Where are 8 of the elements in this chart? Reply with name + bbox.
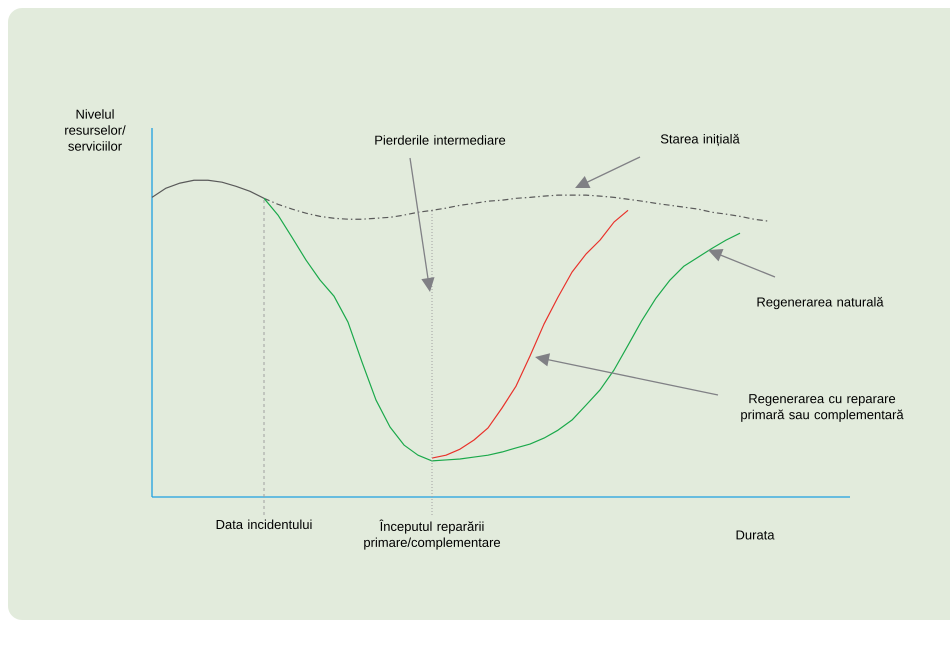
annotation: Regenerarea naturală [757,296,884,310]
x-tick-label: Data incidentului [216,520,312,530]
text: Starea inițială [660,134,740,146]
x-axis-title: Durata [736,530,775,540]
annotation: Regenerarea cu reparare primară sau complementară [741,394,904,422]
text: Pierderile intermediare [375,135,506,145]
y-axis-title: Nivelul resurselor/ serviciilor [65,109,126,151]
x-tick-label: Începutul reparării primare/complementare [364,520,500,550]
